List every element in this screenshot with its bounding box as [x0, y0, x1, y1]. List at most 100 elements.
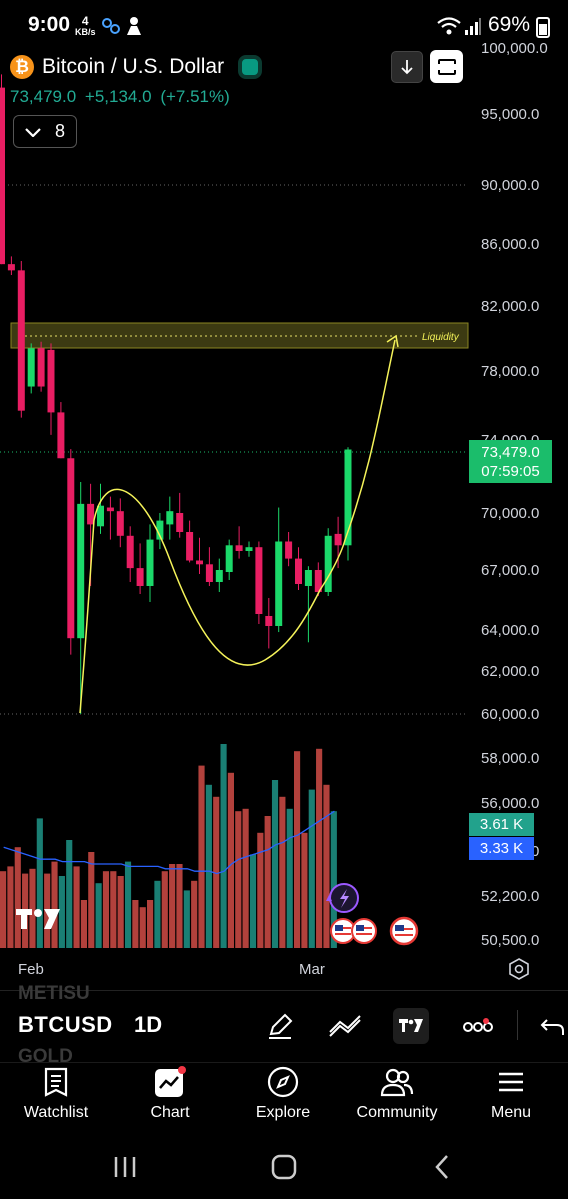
back-icon[interactable] — [432, 1154, 452, 1180]
candle[interactable] — [334, 516, 342, 569]
symbol-header: ₿ Bitcoin / U.S. Dollar 73,479.0 +5,134.… — [10, 55, 263, 107]
candle[interactable] — [7, 256, 15, 275]
candle[interactable] — [275, 507, 283, 633]
bottom-navigation — [0, 1062, 568, 1141]
more-button[interactable] — [460, 1008, 496, 1044]
chart-settings-icon[interactable] — [508, 958, 530, 980]
undo-button[interactable] — [538, 1008, 566, 1044]
nav-chart[interactable]: Chart — [120, 1066, 220, 1122]
candle[interactable] — [116, 498, 124, 548]
volume-bar — [110, 871, 117, 948]
time-axis-label-feb: Feb — [18, 961, 44, 978]
candle[interactable] — [37, 341, 45, 392]
volume-bar — [191, 880, 198, 948]
volume-bar — [249, 854, 257, 948]
nav-explore[interactable]: Explore — [233, 1066, 333, 1122]
candle[interactable] — [215, 558, 223, 592]
nav-watchlist[interactable]: Watchlist — [6, 1066, 106, 1122]
tv-features-button[interactable] — [393, 1008, 429, 1044]
event-flag-us-3[interactable] — [389, 916, 419, 946]
chart-area[interactable]: Liquidity 100,000.0 95,000.0 90,000.0 86,00… — [0, 0, 568, 990]
candle[interactable] — [57, 402, 65, 459]
last-price-tag: 73,479.0 07:59:05 — [469, 440, 552, 483]
volume-bar — [220, 744, 227, 948]
volume-bar — [301, 832, 308, 948]
community-icon — [380, 1068, 414, 1097]
volume-bar — [316, 748, 323, 948]
candle[interactable] — [285, 532, 293, 567]
candle[interactable] — [245, 541, 253, 557]
time-axis-label-mar: Mar — [299, 961, 325, 978]
nav-community[interactable]: Community — [347, 1066, 447, 1122]
price-axis-label: 50,500.0 — [481, 932, 539, 949]
network-speed-value: 4 — [81, 14, 89, 28]
candle[interactable] — [176, 492, 184, 538]
price-change-pct: (+7.51%) — [160, 87, 230, 106]
home-icon[interactable] — [271, 1154, 297, 1180]
candle[interactable] — [166, 496, 174, 540]
volume-bar — [257, 832, 264, 948]
candle[interactable] — [0, 74, 5, 265]
candle[interactable] — [314, 562, 322, 596]
candle[interactable] — [136, 543, 144, 594]
pencil-icon — [269, 1013, 293, 1039]
candle[interactable] — [304, 566, 312, 643]
recent-apps-icon[interactable] — [112, 1154, 138, 1180]
candle[interactable] — [77, 481, 85, 714]
volume-ma-tag: 3.33 K — [469, 837, 534, 860]
volume-bar — [323, 784, 330, 948]
candle[interactable] — [196, 537, 203, 574]
volume-bar — [271, 780, 279, 948]
candle[interactable] — [47, 343, 55, 435]
status-time: 9:00 — [28, 13, 71, 36]
toolbar-divider — [517, 1010, 518, 1040]
chart-canvas[interactable]: Liquidity 100,000.0 95,000.0 90,000.0 86,00… — [0, 0, 568, 990]
tradingview-logo[interactable] — [14, 906, 62, 932]
candle[interactable] — [255, 541, 263, 625]
candle[interactable] — [265, 598, 273, 649]
event-flag-us-2[interactable] — [351, 918, 377, 944]
indicators-toggle-button[interactable]: 8 — [13, 115, 77, 148]
symbol-carousel-prev[interactable]: METISU — [18, 983, 90, 1004]
volume-bar — [161, 871, 168, 948]
arrow-down-icon — [401, 60, 413, 75]
interval-selector[interactable]: 1D — [134, 1012, 163, 1037]
candle[interactable] — [235, 526, 243, 559]
drawing-cup-curve[interactable] — [93, 339, 396, 666]
trend-lines-button[interactable] — [327, 1008, 363, 1044]
nav-menu[interactable]: Menu — [461, 1066, 561, 1122]
volume-bar — [213, 796, 220, 948]
candle[interactable] — [17, 261, 25, 418]
scroll-to-latest-button[interactable] — [391, 51, 423, 83]
fullscreen-button[interactable] — [430, 50, 463, 83]
symbol-carousel-next[interactable]: GOLD — [18, 1046, 73, 1067]
candle[interactable] — [106, 496, 114, 540]
price-axis-label: 56,000.0 — [481, 795, 539, 812]
candle[interactable] — [67, 449, 75, 655]
candle[interactable] — [156, 513, 164, 550]
volume-bar — [117, 876, 124, 948]
candle[interactable] — [97, 483, 104, 534]
drawing-start-line[interactable] — [79, 519, 95, 714]
person-icon — [127, 17, 141, 35]
symbol-selector[interactable]: BTCUSD — [18, 1012, 113, 1037]
candle[interactable] — [344, 447, 352, 561]
price-axis-label: 52,200.0 — [481, 888, 539, 905]
candle[interactable] — [205, 547, 213, 586]
draw-button[interactable] — [262, 1008, 298, 1044]
candle[interactable] — [186, 520, 194, 563]
signal-icon — [465, 18, 481, 35]
candle[interactable] — [146, 524, 154, 602]
candle[interactable] — [225, 539, 233, 580]
candle[interactable] — [295, 547, 302, 590]
candle[interactable] — [126, 526, 134, 582]
volume-bar — [286, 808, 293, 948]
volume-bar — [132, 900, 139, 948]
liquidity-zone[interactable] — [10, 322, 469, 349]
volume-bar — [264, 816, 271, 948]
symbol-title[interactable]: Bitcoin / U.S. Dollar — [42, 55, 225, 78]
candle[interactable] — [27, 343, 35, 394]
volume-bar — [95, 883, 102, 948]
market-open-icon — [238, 55, 263, 79]
candle[interactable] — [324, 528, 332, 596]
